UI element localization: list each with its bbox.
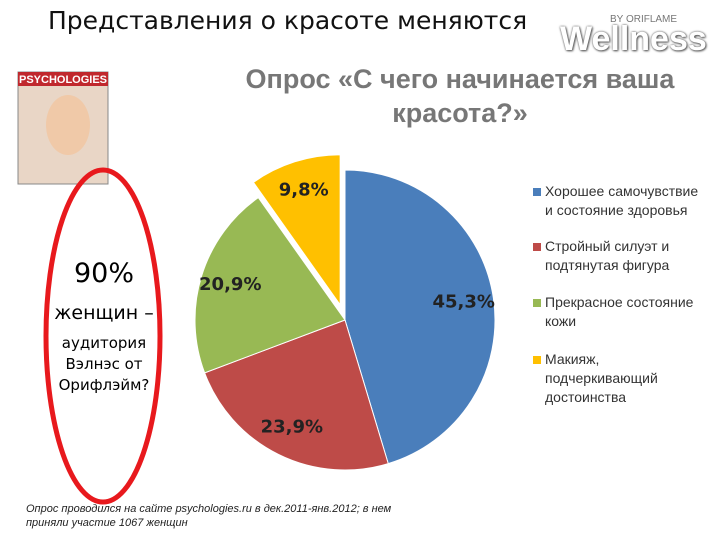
chart-title: Опрос «С чего начинается ваша красота?» [245, 64, 675, 128]
value-label: 9,8% [279, 179, 329, 200]
callout: аудитория Вэлнэс от Орифлэйм? [58, 334, 150, 394]
callout: женщин – [54, 302, 154, 324]
legend-swatch [533, 243, 541, 251]
legend-entry: Макияж, подчеркивающий достоинства [545, 351, 658, 405]
footnote: Опрос проводился на сайте psychologies.r… [26, 503, 392, 529]
magazine-header [18, 72, 108, 86]
legend-entry: Стройный силуэт и подтянутая фигура [545, 238, 670, 273]
magazine-title: PSYCHOLOGIES [19, 74, 107, 86]
big-number: 90% [73, 258, 134, 289]
value-label: 23,9% [261, 417, 323, 438]
highlight-ellipse [43, 167, 163, 505]
logo-sub: BY ORIFLAME [610, 14, 678, 25]
logo: Wellness [560, 20, 707, 58]
pie-slice [252, 154, 341, 307]
value-label: 45,3% [432, 292, 494, 313]
legend-swatch [533, 299, 541, 307]
legend-swatch [533, 188, 541, 196]
legend-swatch [533, 356, 541, 364]
slide-title: Представления о красоте меняются [48, 6, 528, 35]
value-label: 20,9% [199, 274, 261, 295]
pie-slice [194, 196, 346, 374]
pie: 45,3% 23,9% 20,9% 9,8% [194, 154, 496, 471]
pie-slice [203, 319, 389, 471]
legend-entry: Прекрасное состояние кожи [545, 294, 694, 329]
legend-entry: Хорошее самочувствие и состояние здоровь… [545, 183, 699, 218]
face [46, 95, 90, 155]
pie-slice [344, 169, 496, 465]
